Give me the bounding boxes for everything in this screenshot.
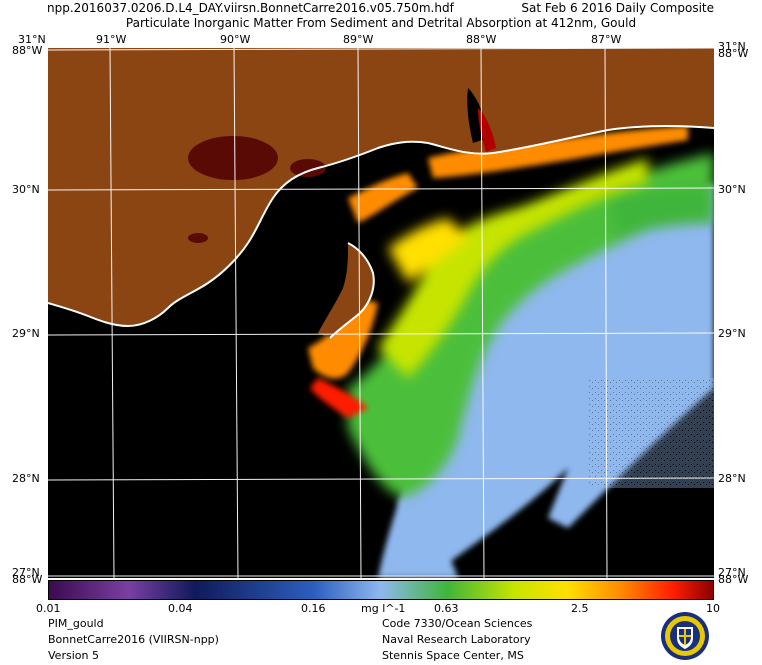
lon-label-88w: 88°W [466, 33, 497, 46]
colorbar-gradient [49, 581, 713, 599]
corner-label-top-left: 88°W [12, 44, 43, 57]
satellite-map [48, 48, 714, 578]
lat-label-right-29n: 29°N [718, 327, 746, 340]
lon-label-87w: 87°W [591, 33, 622, 46]
colorbar-tick-0-63: 0.63 [434, 602, 459, 615]
nearshore-very-high-pim [308, 126, 688, 418]
plume-mid-pim [348, 153, 714, 498]
lat-label-left-28n: 28°N [12, 472, 40, 485]
product-title: Particulate Inorganic Matter From Sedime… [125, 16, 637, 30]
footer-code: Code 7330/Ocean Sciences [382, 617, 533, 630]
lat-label-right-27n: 27°N [718, 566, 746, 579]
footer-dataset: BonnetCarre2016 (VIIRSN-npp) [48, 633, 219, 646]
colorbar-tick-0-01: 0.01 [36, 602, 61, 615]
composite-date: Sat Feb 6 2016 Daily Composite [521, 1, 714, 15]
lat-label-right-31n: 31°N [718, 40, 746, 53]
file-name: npp.2016037.0206.D.L4_DAY.viirsn.BonnetC… [47, 1, 454, 15]
lat-label-left-29n: 29°N [12, 327, 40, 340]
colorbar-tick-10: 10 [706, 602, 720, 615]
land-mississippi-delta [318, 243, 374, 338]
lon-label-91w: 91°W [96, 33, 127, 46]
corner-label-top-right: 88°W [718, 47, 749, 60]
corner-label-bottom-left: 88°W [12, 573, 43, 586]
map-panel[interactable] [48, 48, 714, 578]
lon-label-90w: 90°W [220, 33, 251, 46]
footer-version: Version 5 [48, 649, 99, 662]
colorbar-tick-0-04: 0.04 [168, 602, 193, 615]
plume-high-pim [378, 158, 648, 378]
land-louisiana [48, 48, 714, 326]
lon-label-89w: 89°W [343, 33, 374, 46]
nrl-seal-logo [660, 611, 710, 661]
lat-label-right-28n: 28°N [718, 472, 746, 485]
lat-label-left-31n: 31°N [18, 33, 46, 46]
lat-label-right-30n: 30°N [718, 183, 746, 196]
graticule [48, 48, 714, 578]
footer-lab: Naval Research Laboratory [382, 633, 531, 646]
coastline [48, 125, 714, 339]
footer-product: PIM_gould [48, 617, 104, 630]
colorbar-tick-0-16: 0.16 [301, 602, 326, 615]
colorbar [48, 580, 714, 600]
lat-label-left-30n: 30°N [12, 183, 40, 196]
lat-label-left-27n: 27°N [12, 566, 40, 579]
inland-waters [188, 88, 496, 243]
land-mass [48, 48, 714, 338]
footer-location: Stennis Space Center, MS [382, 649, 524, 662]
colorbar-tick-2-5: 2.5 [571, 602, 589, 615]
corner-label-bottom-right: 88°W [718, 573, 749, 586]
colorbar-unit: mg l^-1 [361, 602, 406, 615]
